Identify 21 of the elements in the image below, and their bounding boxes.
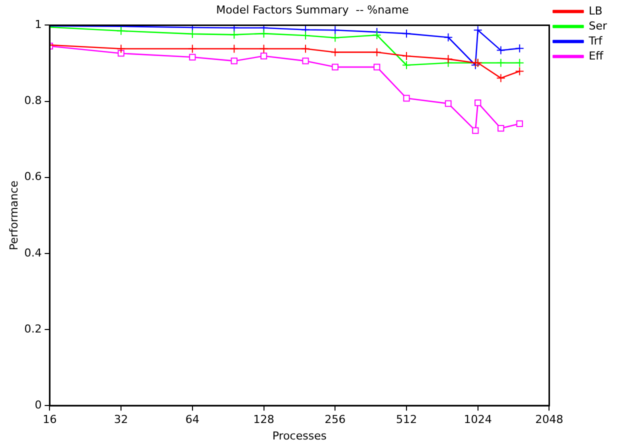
legend-label: Eff: [588, 49, 604, 62]
x-axis-title: Processes: [272, 429, 327, 442]
x-tick-label: 32: [114, 413, 128, 426]
x-tick-label: 256: [324, 413, 346, 426]
y-tick-label: 1: [34, 18, 42, 32]
legend-label: Ser: [588, 19, 608, 32]
chart-title: Model Factors Summary -- %name: [216, 3, 410, 16]
x-tick-label: 16: [42, 413, 57, 426]
x-tick-label: 64: [185, 413, 200, 426]
legend-label: Trf: [588, 34, 604, 48]
x-tick-label: 512: [396, 413, 418, 426]
y-tick-label: 0.2: [24, 322, 42, 336]
x-tick-label: 1024: [464, 413, 492, 426]
x-tick-label: 2048: [535, 413, 564, 426]
y-tick-label: 0: [34, 398, 42, 412]
y-tick-label: 0.6: [24, 170, 42, 184]
y-tick-label: 0.4: [24, 246, 42, 260]
y-axis-title: Performance: [7, 180, 20, 250]
x-tick-label: 128: [253, 413, 274, 426]
legend-label: LB: [588, 4, 602, 18]
y-tick-label: 0.8: [24, 94, 42, 108]
